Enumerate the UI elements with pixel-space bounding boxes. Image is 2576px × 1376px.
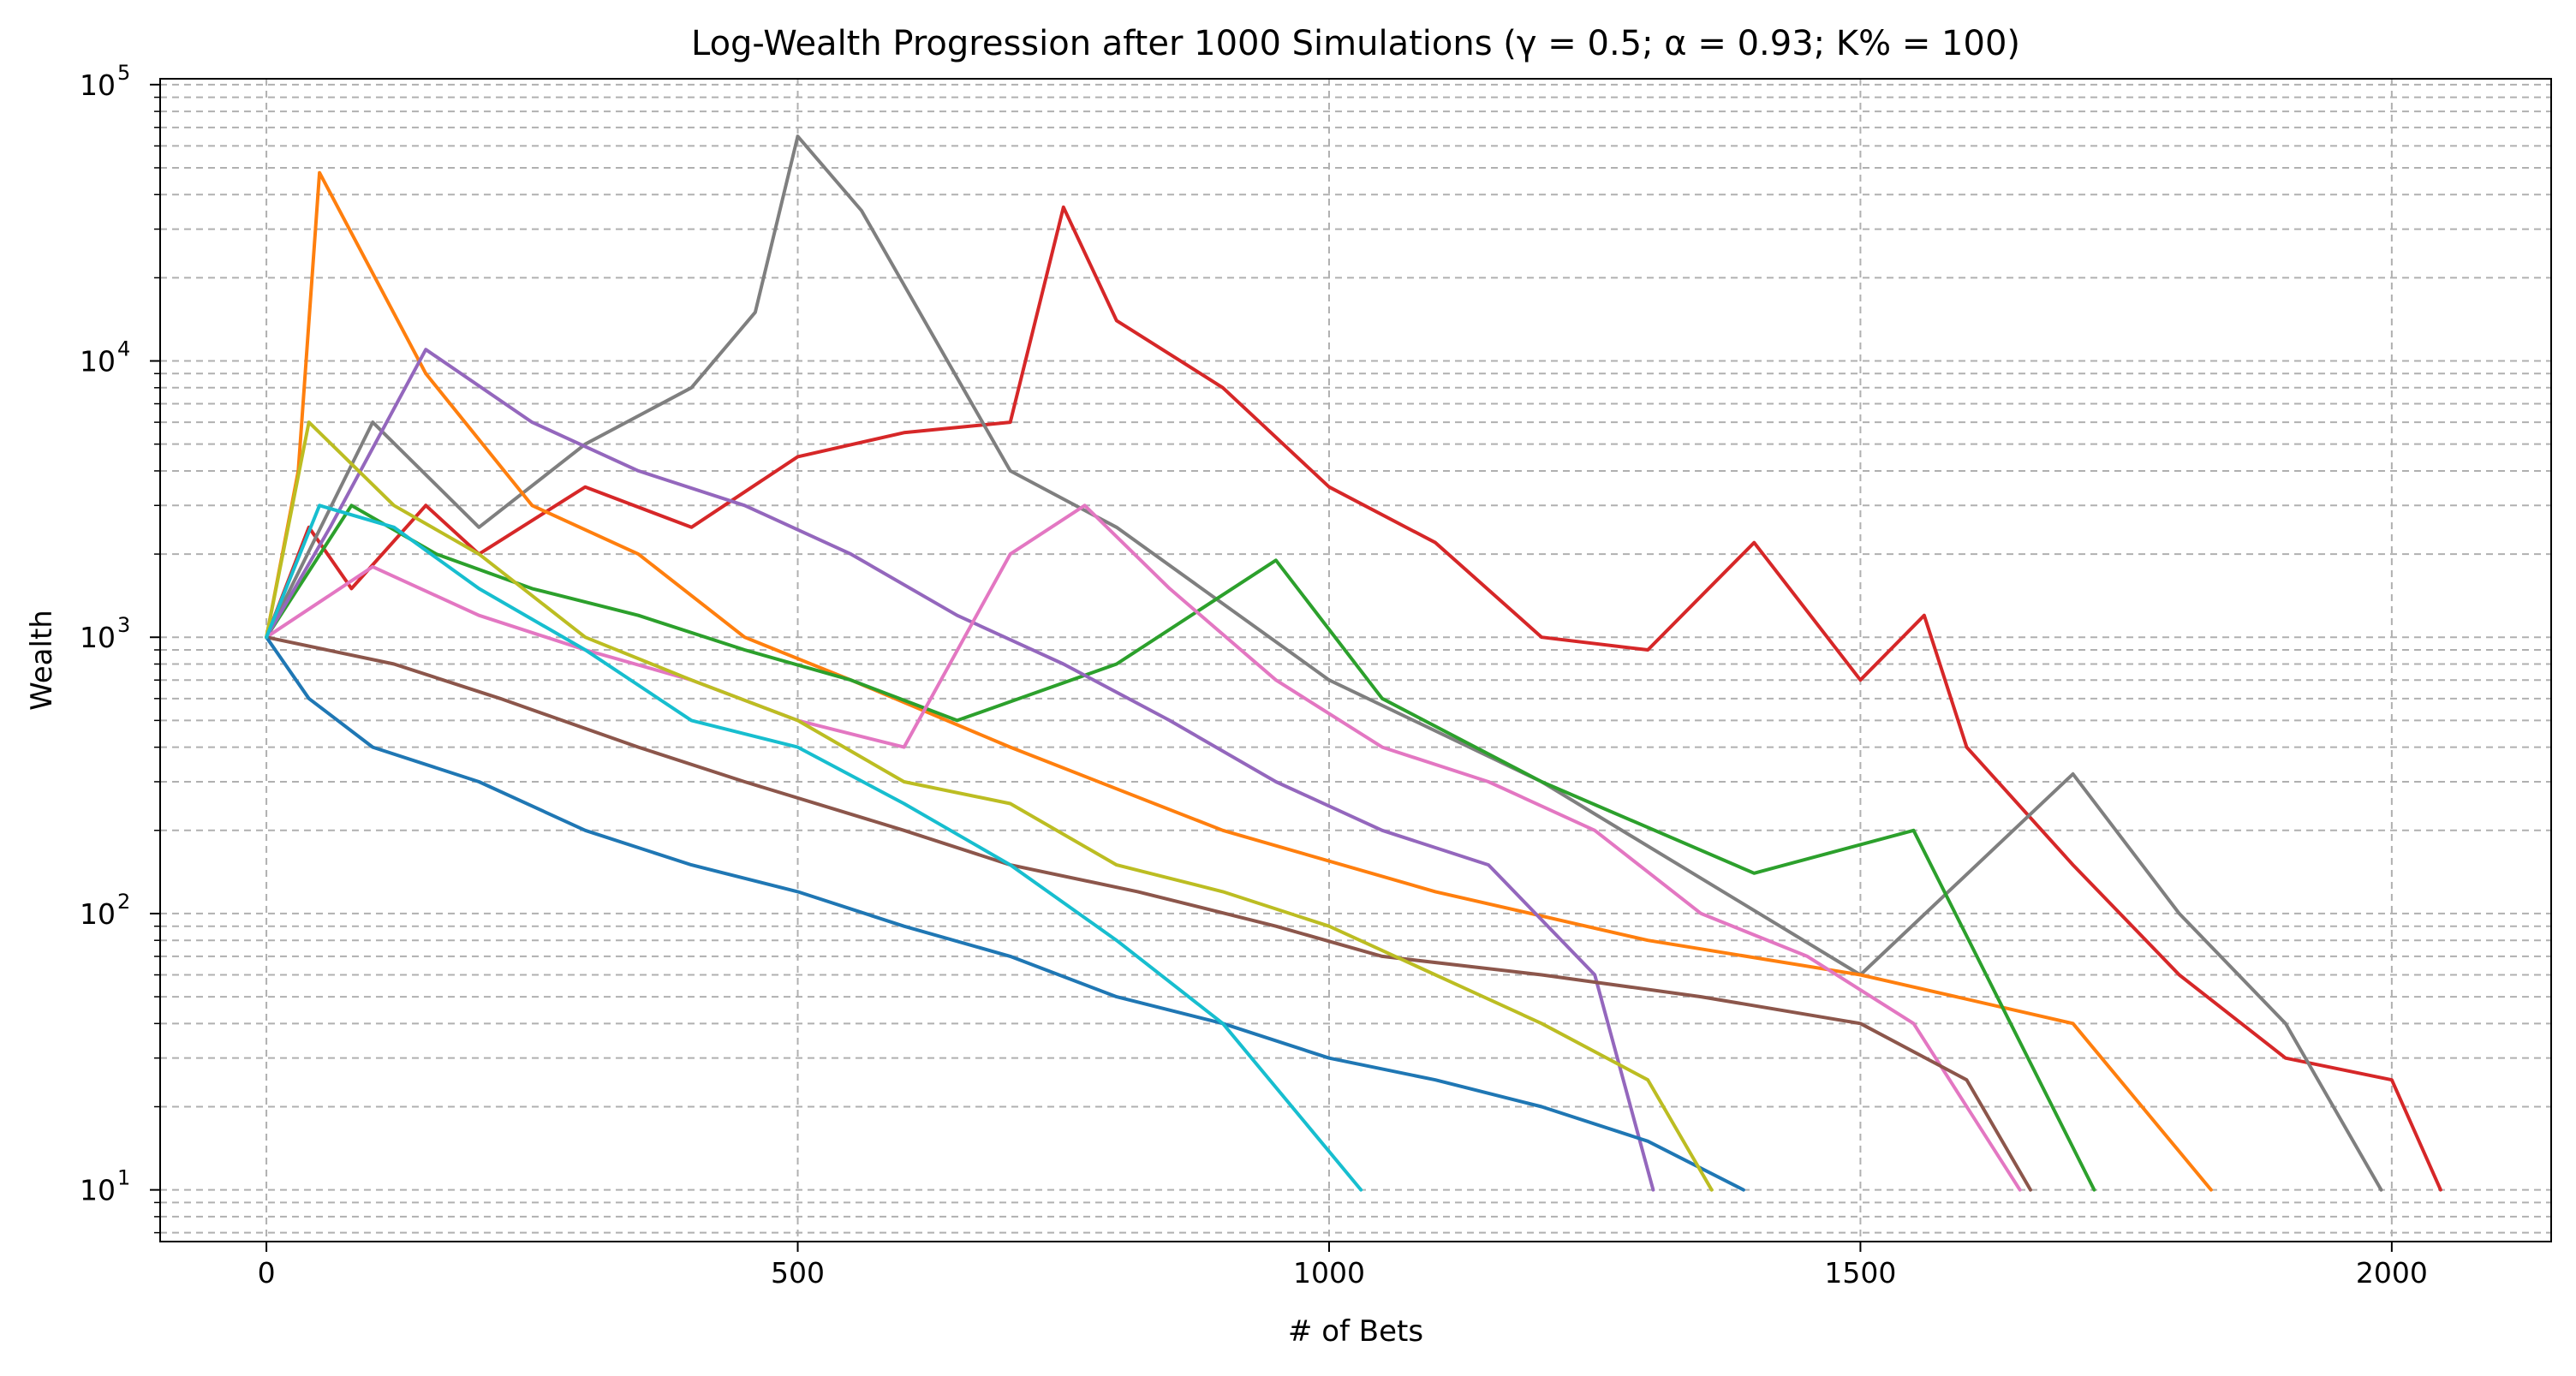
y-tick-label-exp: 5: [117, 61, 130, 85]
y-tick-label-exp: 2: [117, 890, 130, 914]
series-line: [265, 635, 2032, 1192]
plot-frame: [159, 78, 2552, 1242]
x-axis-label: # of Bets: [1288, 1314, 1423, 1349]
series-line: [265, 503, 2022, 1192]
series-line: [265, 206, 2442, 1192]
y-tick-label-base: 10: [80, 69, 116, 102]
x-tick-label: 1000: [1293, 1256, 1365, 1290]
series-line: [265, 348, 1655, 1192]
x-tick-label: 1500: [1824, 1256, 1896, 1290]
series-line: [265, 503, 1363, 1192]
y-tick-label-base: 10: [80, 621, 116, 654]
series-line: [265, 635, 1745, 1192]
grid-lines: [160, 79, 2551, 1242]
series-line: [265, 134, 2383, 1192]
x-tick-label: 500: [771, 1256, 825, 1290]
y-tick-label-base: 10: [80, 897, 116, 931]
y-tick-label-base: 10: [80, 1174, 116, 1207]
x-tick-label: 2000: [2356, 1256, 2428, 1290]
y-tick-label-exp: 4: [117, 337, 130, 361]
series-lines: [265, 134, 2442, 1192]
x-tick-label: 0: [258, 1256, 276, 1290]
chart-title: Log-Wealth Progression after 1000 Simula…: [691, 24, 2020, 63]
series-line: [265, 503, 2096, 1192]
y-tick-label-exp: 1: [117, 1166, 130, 1190]
series-line: [265, 420, 1714, 1192]
y-tick-label-exp: 3: [117, 613, 130, 637]
y-tick-label-base: 10: [80, 345, 116, 378]
y-axis-label: Wealth: [25, 610, 59, 711]
